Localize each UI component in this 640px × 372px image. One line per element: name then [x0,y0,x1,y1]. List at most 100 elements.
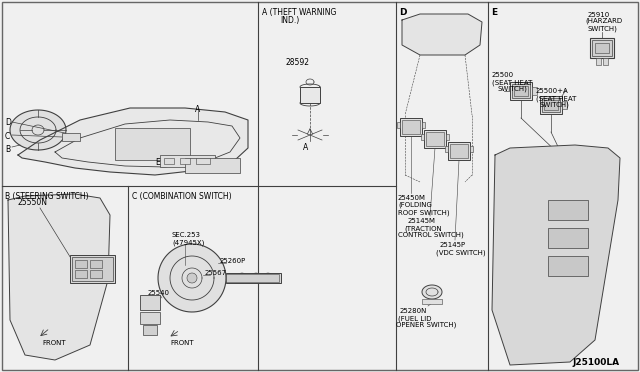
Bar [185,158,240,173]
Text: (47945X): (47945X) [172,239,204,246]
Text: 25567: 25567 [205,270,227,276]
Bar [300,87,320,103]
Bar [421,134,424,140]
Bar [226,274,279,282]
Bar [446,134,449,140]
Text: 25550N: 25550N [18,198,48,207]
Bar [548,200,588,220]
Polygon shape [422,285,442,299]
Text: A (THEFT WARNING: A (THEFT WARNING [262,8,337,17]
Text: 28592: 28592 [286,58,310,67]
Text: FRONT: FRONT [170,340,194,346]
Text: C: C [5,132,10,141]
Bar [75,270,87,278]
Text: SWITCH): SWITCH) [497,86,527,93]
Bar [596,58,601,65]
Bar [445,146,448,152]
Bar [90,270,102,278]
Text: CONTROL SWITCH): CONTROL SWITCH) [398,232,464,238]
Polygon shape [158,244,226,312]
Bar [72,257,113,281]
Bar [70,255,115,283]
Text: SWITCH): SWITCH) [540,102,570,109]
Text: (FOLDING: (FOLDING [398,202,432,208]
Bar [140,312,160,324]
Text: 25910: 25910 [588,12,611,18]
Polygon shape [263,273,273,283]
Text: A: A [303,143,308,152]
Bar [542,98,560,112]
Text: SWITCH): SWITCH) [588,25,618,32]
Text: 25500: 25500 [492,72,514,78]
Text: (SEAT HEAT: (SEAT HEAT [492,79,532,86]
Text: 25260P: 25260P [220,258,246,264]
Text: 25500+A: 25500+A [536,88,569,94]
Text: (SEAT HEAT: (SEAT HEAT [536,95,577,102]
Text: C (COMBINATION SWITCH): C (COMBINATION SWITCH) [132,192,232,201]
Bar [196,158,210,164]
Bar [422,122,425,128]
Bar [448,142,470,160]
Text: A: A [195,105,200,114]
Text: (TRACTION: (TRACTION [404,225,442,231]
Polygon shape [8,194,110,360]
Bar [143,325,157,335]
Bar [402,120,420,134]
Text: 25450M: 25450M [398,195,426,201]
Polygon shape [187,273,197,283]
Bar [140,295,160,310]
Text: 25280N: 25280N [400,308,428,314]
Bar [180,158,190,164]
Bar [160,155,215,167]
Text: B: B [5,145,10,154]
Text: OPENER SWITCH): OPENER SWITCH) [396,322,456,328]
Bar [510,82,532,100]
Bar [400,118,422,136]
Bar [603,58,608,65]
Bar [512,84,530,98]
Bar [532,87,537,95]
Bar [164,158,174,164]
Text: J25100LA: J25100LA [572,358,619,367]
Bar [424,130,446,148]
Bar [397,122,400,128]
Polygon shape [251,273,261,283]
Bar [62,133,80,141]
Polygon shape [237,273,247,283]
Bar [470,146,473,152]
Bar [90,260,102,268]
Polygon shape [492,145,620,365]
Text: (HARZARD: (HARZARD [585,18,622,25]
Text: FRONT: FRONT [42,340,66,346]
Text: (FUEL LID: (FUEL LID [398,315,431,321]
Text: 25145M: 25145M [408,218,436,224]
Text: B (STEERING SWITCH): B (STEERING SWITCH) [5,192,88,201]
Bar [548,256,588,276]
Bar [548,228,588,248]
Text: SEC.253: SEC.253 [172,232,201,238]
Text: E: E [491,8,497,17]
Polygon shape [10,110,66,150]
Text: ROOF SWITCH): ROOF SWITCH) [398,209,450,215]
Bar [115,128,190,160]
Text: D: D [399,8,406,17]
Bar [426,132,444,146]
Bar [592,40,612,56]
Bar [422,299,442,304]
Bar [450,144,468,158]
Text: (VDC SWITCH): (VDC SWITCH) [436,249,486,256]
Bar [226,273,281,283]
Text: E: E [155,158,160,167]
Bar [562,101,567,109]
Bar [595,43,609,53]
Text: 25145P: 25145P [440,242,466,248]
Text: 25540: 25540 [148,290,170,296]
Bar [590,38,614,58]
Text: IND.): IND.) [280,16,300,25]
Bar [544,100,558,110]
Bar [540,96,562,114]
Bar [514,86,528,96]
Bar [75,260,87,268]
Text: D: D [5,118,11,127]
Polygon shape [18,108,248,175]
